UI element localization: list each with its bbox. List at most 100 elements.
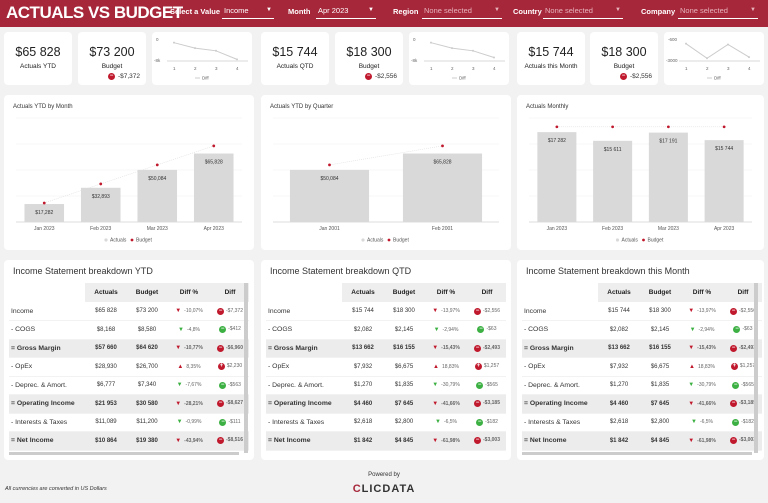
table-row: - Deprec. & Amort. $6,777 $7,340 ▼ -7,67% − -$… — [9, 376, 249, 395]
column-header[interactable] — [522, 283, 598, 302]
actuals-cell: $21 953 — [85, 394, 127, 414]
table-row: = Gross Margin $13 662 $16 155 ▼ -15,43% − -$2… — [522, 338, 762, 358]
triangle-down-icon: ▼ — [176, 419, 183, 426]
header-row: Actuals Budget Diff % Diff — [522, 283, 762, 302]
diff-cell: − -$565 — [468, 376, 506, 395]
diff-point — [727, 43, 729, 46]
horizontal-scrollbar[interactable] — [522, 452, 752, 455]
filter-value: None selected — [545, 6, 593, 15]
actuals-cell: $28,930 — [85, 357, 127, 377]
diff-value: -$3,185 — [739, 400, 756, 407]
column-header[interactable]: Diff — [468, 283, 506, 302]
vertical-scrollbar[interactable] — [244, 283, 248, 453]
column-header[interactable]: Diff % — [167, 283, 211, 302]
filter-dropdown[interactable]: Income ▼ — [222, 6, 274, 19]
budget-cell: $1,835 — [640, 376, 680, 395]
x-tick: Jan 2023 — [547, 226, 568, 232]
diff-pct-cell: ▼ -0,99% — [167, 413, 211, 432]
table-row: - Deprec. & Amort. $1,270 $1,835 ▼ -30,79% − -… — [522, 376, 762, 395]
diff-point — [451, 47, 453, 50]
column-header[interactable]: Diff — [211, 283, 249, 302]
negative-icon: − — [730, 400, 738, 408]
negative-icon: − — [474, 400, 482, 408]
diff-value: -$2,556 — [374, 73, 397, 80]
diff-pct-value: 18,83% — [441, 363, 459, 370]
y-tick: 0 — [156, 37, 159, 42]
kpi-value: $73 200 — [89, 45, 135, 59]
data-table: Actuals Budget Diff % Diff Income $65 828 $73 … — [9, 283, 249, 451]
row-label: = Net Income — [9, 431, 85, 451]
horizontal-scrollbar[interactable] — [9, 452, 239, 455]
column-header[interactable]: Diff % — [680, 283, 724, 302]
budget-cell: $30 580 — [127, 394, 167, 414]
diff-point — [748, 56, 750, 59]
triangle-up-icon: ▲ — [177, 363, 184, 370]
diff-pct-value: -61,98% — [441, 437, 460, 444]
bar-label: $17,282 — [35, 210, 53, 216]
actuals-bar — [289, 169, 370, 222]
bar-label: $65,828 — [205, 160, 223, 166]
filter-label: Month — [288, 7, 311, 16]
filter-dropdown[interactable]: None selected ▼ — [678, 6, 758, 19]
actuals-bar — [593, 140, 633, 222]
triangle-down-icon: ▼ — [688, 345, 695, 352]
column-header[interactable]: Budget — [384, 283, 424, 302]
legend-budget-swatch — [387, 238, 391, 242]
diff-cell: − -$8,516 — [211, 431, 249, 451]
budget-point — [666, 125, 670, 129]
diff-value: -$2,556 — [629, 73, 652, 80]
table-row: = Net Income $1 842 $4 845 ▼ -61,98% − -$3,003 — [522, 431, 762, 451]
positive-icon: − — [219, 418, 227, 426]
x-tick: 1 — [430, 66, 433, 71]
x-tick: 1 — [685, 66, 688, 71]
budget-point — [611, 125, 615, 129]
filter-dropdown[interactable]: Apr 2023 ▼ — [316, 6, 376, 19]
legend-actuals: Actuals — [110, 238, 127, 244]
triangle-down-icon: ▼ — [690, 419, 697, 426]
triangle-down-icon: ▼ — [176, 382, 183, 389]
column-header[interactable]: Budget — [127, 283, 167, 302]
kpi-label: Actuals YTD — [19, 63, 56, 70]
column-header[interactable]: Actuals — [85, 283, 127, 302]
column-header[interactable]: Budget — [640, 283, 680, 302]
actuals-cell: $65 828 — [85, 302, 127, 321]
actuals-cell: $8,168 — [85, 320, 127, 340]
diff-point — [430, 41, 432, 44]
budget-point — [722, 125, 726, 129]
actuals-cell: $7,932 — [342, 357, 384, 377]
budget-cell: $6,675 — [384, 357, 424, 377]
actuals-cell: $7,932 — [598, 357, 640, 377]
diff-point — [706, 57, 708, 60]
column-header[interactable]: Diff — [724, 283, 762, 302]
header-row: Actuals Budget Diff % Diff — [9, 283, 249, 302]
column-header[interactable] — [9, 283, 85, 302]
actuals-bar — [402, 153, 483, 222]
column-header[interactable] — [266, 283, 342, 302]
actuals-cell: $2,082 — [342, 320, 384, 340]
column-header[interactable]: Actuals — [342, 283, 384, 302]
column-header[interactable]: Diff % — [424, 283, 468, 302]
diff-pct-cell: ▼ -41,66% — [424, 394, 468, 414]
budget-cell: $73 200 — [127, 302, 167, 321]
diff-cell: + $1,257 — [724, 357, 762, 377]
vertical-scrollbar[interactable] — [754, 283, 758, 453]
kpi-budget: $18 300 Budget − -$2,556 — [590, 32, 658, 85]
negative-icon: − — [474, 307, 482, 315]
income-statement-table: Income Statement breakdown this Month Act… — [517, 260, 764, 460]
diff-value: -$182 — [485, 418, 498, 425]
diff-point — [236, 58, 238, 61]
table-row: = Net Income $1 842 $4 845 ▼ -61,98% − -$3,003 — [266, 431, 506, 451]
bar-chart: Actuals Monthly $17 282 Jan 2023 $15 611 Feb… — [517, 95, 764, 250]
x-tick: 4 — [493, 66, 496, 71]
x-tick: Feb 2023 — [90, 226, 111, 232]
filter-dropdown[interactable]: None selected ▼ — [422, 6, 502, 19]
row-label: = Gross Margin — [9, 338, 85, 358]
triangle-down-icon: ▼ — [434, 419, 441, 426]
budget-cell: $4 845 — [384, 431, 424, 451]
triangle-down-icon: ▼ — [688, 437, 695, 444]
diff-value: -$412 — [228, 326, 241, 333]
filter-dropdown[interactable]: None selected ▼ — [543, 6, 623, 19]
diff-value: $1,257 — [483, 363, 500, 370]
x-tick: Mar 2023 — [658, 226, 679, 232]
column-header[interactable]: Actuals — [598, 283, 640, 302]
